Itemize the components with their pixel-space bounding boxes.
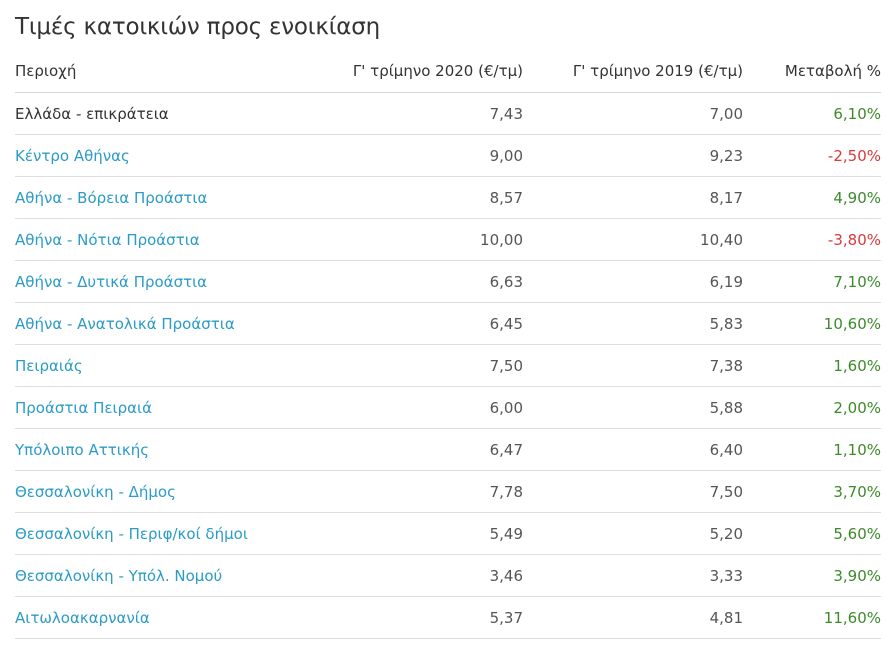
header-q2020: Γ' τρίμηνο 2020 (€/τμ): [315, 50, 523, 93]
q2020-cell: 3,46: [315, 554, 523, 597]
change-cell: 3,70%: [743, 470, 881, 513]
q2020-cell: 6,47: [315, 428, 523, 471]
q2020-cell: 8,57: [315, 176, 523, 219]
table-row: Πειραιάς 7,50 7,38 1,60%: [15, 344, 881, 387]
region-link[interactable]: Θεσσαλονίκη - Υπόλ. Νομού: [15, 554, 315, 597]
header-region: Περιοχή: [15, 50, 315, 93]
change-cell: 1,10%: [743, 428, 881, 471]
region-link[interactable]: Θεσσαλονίκη - Δήμος: [15, 470, 315, 513]
q2020-cell: 5,49: [315, 512, 523, 555]
region-link[interactable]: Αθήνα - Νότια Προάστια: [15, 218, 315, 261]
q2019-cell: 7,38: [523, 344, 743, 387]
table-row: Αθήνα - Δυτικά Προάστια 6,63 6,19 7,10%: [15, 260, 881, 303]
q2019-cell: 5,83: [523, 302, 743, 345]
table-header-row: Περιοχή Γ' τρίμηνο 2020 (€/τμ) Γ' τρίμην…: [15, 50, 881, 93]
table-row: Θεσσαλονίκη - Υπόλ. Νομού 3,46 3,33 3,90…: [15, 554, 881, 597]
region-link[interactable]: Κέντρο Αθήνας: [15, 134, 315, 177]
table-row: Θεσσαλονίκη - Περιφ/κοί δήμοι 5,49 5,20 …: [15, 512, 881, 555]
change-cell: 3,90%: [743, 554, 881, 597]
rent-prices-table: Περιοχή Γ' τρίμηνο 2020 (€/τμ) Γ' τρίμην…: [15, 50, 881, 639]
q2020-cell: 6,00: [315, 386, 523, 429]
region-link[interactable]: Αθήνα - Ανατολικά Προάστια: [15, 302, 315, 345]
region-link[interactable]: Αθήνα - Βόρεια Προάστια: [15, 176, 315, 219]
q2019-cell: 10,40: [523, 218, 743, 261]
change-cell: 4,90%: [743, 176, 881, 219]
q2019-cell: 5,20: [523, 512, 743, 555]
region-link[interactable]: Αθήνα - Δυτικά Προάστια: [15, 260, 315, 303]
change-cell: 5,60%: [743, 512, 881, 555]
table-row: Ελλάδα - επικράτεια 7,43 7,00 6,10%: [15, 92, 881, 135]
q2020-cell: 10,00: [315, 218, 523, 261]
q2019-cell: 6,40: [523, 428, 743, 471]
region-link[interactable]: Πειραιάς: [15, 344, 315, 387]
table-row: Υπόλοιπο Αττικής 6,47 6,40 1,10%: [15, 428, 881, 471]
header-q2019: Γ' τρίμηνο 2019 (€/τμ): [523, 50, 743, 93]
region-link[interactable]: Υπόλοιπο Αττικής: [15, 428, 315, 471]
q2019-cell: 5,88: [523, 386, 743, 429]
table-row: Θεσσαλονίκη - Δήμος 7,78 7,50 3,70%: [15, 470, 881, 513]
q2020-cell: 6,63: [315, 260, 523, 303]
q2019-cell: 9,23: [523, 134, 743, 177]
change-cell: 2,00%: [743, 386, 881, 429]
change-cell: 11,60%: [743, 596, 881, 639]
q2019-cell: 7,00: [523, 92, 743, 135]
q2019-cell: 3,33: [523, 554, 743, 597]
table-row: Αθήνα - Νότια Προάστια 10,00 10,40 -3,80…: [15, 218, 881, 261]
change-cell: 7,10%: [743, 260, 881, 303]
change-cell: -3,80%: [743, 218, 881, 261]
table-row: Αθήνα - Ανατολικά Προάστια 6,45 5,83 10,…: [15, 302, 881, 345]
change-cell: 10,60%: [743, 302, 881, 345]
header-change: Μεταβολή %: [743, 50, 881, 93]
table-body: Ελλάδα - επικράτεια 7,43 7,00 6,10% Κέντ…: [15, 92, 881, 639]
q2020-cell: 5,37: [315, 596, 523, 639]
q2019-cell: 7,50: [523, 470, 743, 513]
region-link[interactable]: Αιτωλοακαρνανία: [15, 596, 315, 639]
table-row: Προάστια Πειραιά 6,00 5,88 2,00%: [15, 386, 881, 429]
table-row: Αθήνα - Βόρεια Προάστια 8,57 8,17 4,90%: [15, 176, 881, 219]
change-cell: 6,10%: [743, 92, 881, 135]
q2020-cell: 9,00: [315, 134, 523, 177]
page-title: Τιμές κατοικιών προς ενοικίαση: [15, 14, 380, 40]
region-link[interactable]: Προάστια Πειραιά: [15, 386, 315, 429]
table-row: Αιτωλοακαρνανία 5,37 4,81 11,60%: [15, 596, 881, 639]
q2020-cell: 6,45: [315, 302, 523, 345]
q2019-cell: 4,81: [523, 596, 743, 639]
table-row: Κέντρο Αθήνας 9,00 9,23 -2,50%: [15, 134, 881, 177]
q2019-cell: 6,19: [523, 260, 743, 303]
q2020-cell: 7,78: [315, 470, 523, 513]
q2019-cell: 8,17: [523, 176, 743, 219]
change-cell: -2,50%: [743, 134, 881, 177]
q2020-cell: 7,50: [315, 344, 523, 387]
region-cell: Ελλάδα - επικράτεια: [15, 92, 315, 135]
q2020-cell: 7,43: [315, 92, 523, 135]
change-cell: 1,60%: [743, 344, 881, 387]
region-link[interactable]: Θεσσαλονίκη - Περιφ/κοί δήμοι: [15, 512, 315, 555]
